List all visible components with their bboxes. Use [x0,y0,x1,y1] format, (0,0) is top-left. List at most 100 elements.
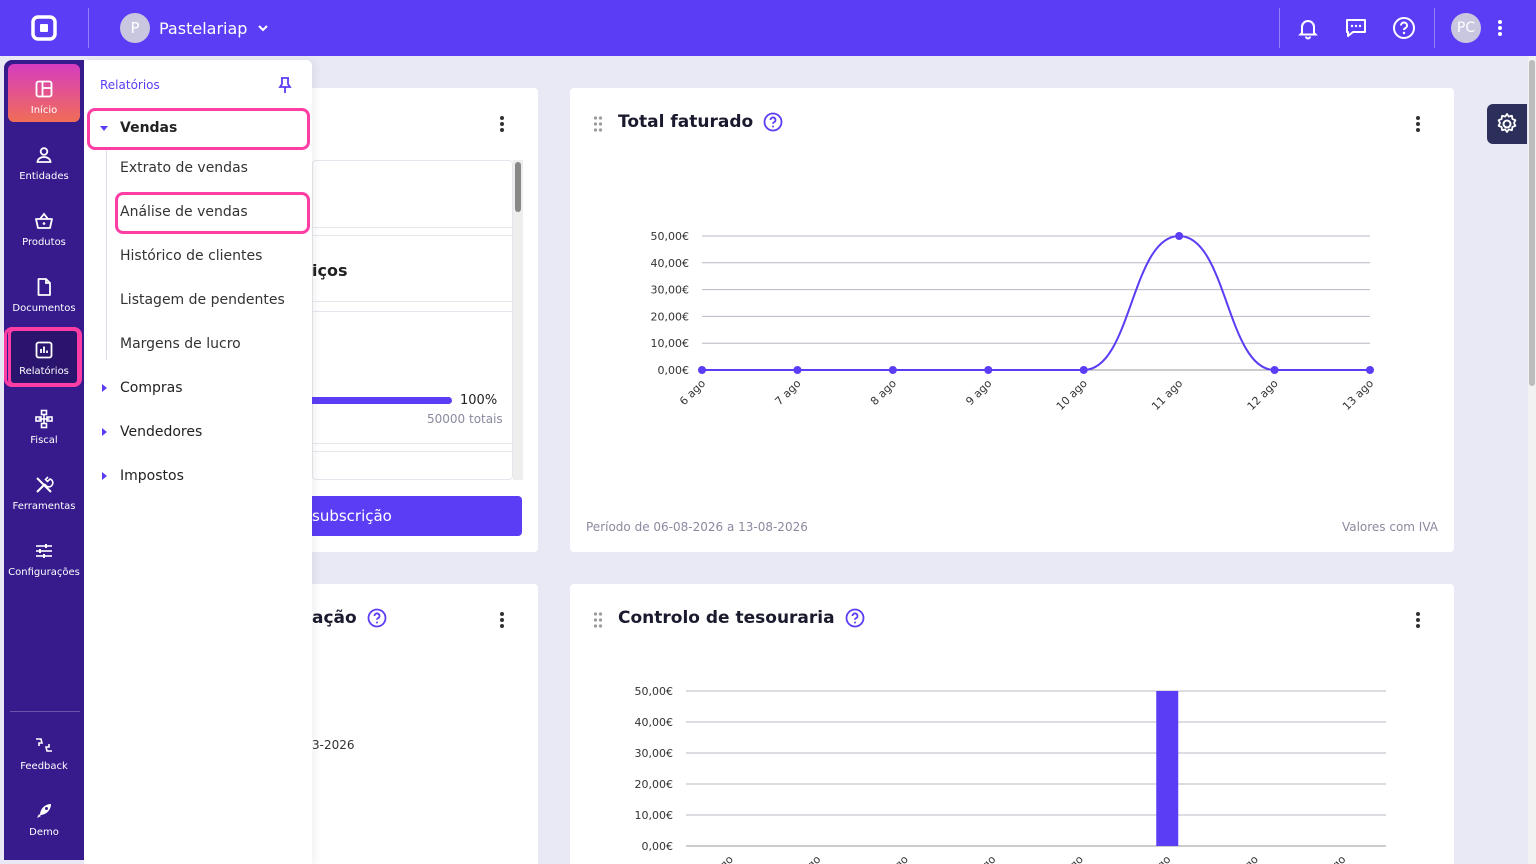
caret-down-icon [100,126,108,131]
menu-item-historico-de-clientes[interactable]: Histórico de clientes [120,244,262,268]
card-title-text: Total faturado [618,112,754,132]
customize-dashboard-button[interactable] [1487,104,1527,144]
x-tick-label: 13 ago [1312,853,1348,864]
highlight-box [87,108,310,150]
button-label: subscrição [312,507,392,525]
help-icon[interactable] [845,608,865,628]
company-name: Pastelariap [159,18,248,38]
top-bar: P Pastelariap PC [0,0,1536,56]
data-point [1366,366,1374,374]
nav-feedback[interactable]: Feedback [8,720,80,778]
bar [1156,691,1179,846]
help-icon[interactable] [763,112,783,132]
subscription-card [300,88,538,552]
company-selector[interactable]: P Pastelariap [120,13,270,43]
chat-icon[interactable] [1344,16,1368,40]
controlo-tesouraria-card: Controlo de tesouraria 50,00€ 40,00€ 30,00… [570,584,1454,864]
menu-item-label: Histórico de clientes [120,248,263,264]
more-vertical-icon[interactable] [1415,611,1421,629]
user-avatar[interactable]: PC [1451,13,1481,43]
data-point [1270,366,1279,374]
divider [1279,8,1280,48]
more-vertical-icon[interactable] [499,115,505,133]
period-text: 3-2026 [312,738,355,752]
caret-right-icon [102,428,107,436]
group-impostos[interactable]: Impostos [100,459,184,493]
y-tick-label: 20,00€ [635,778,674,791]
nav-entidades[interactable]: Entidades [8,130,80,188]
tools-icon [36,476,54,493]
more-vertical-icon[interactable] [1490,16,1510,40]
bar-chart: 50,00€ 40,00€ 30,00€ 20,00€ 10,00€ 0,00€ 6 ago… [635,685,1386,864]
menu-item-listagem-de-pendentes[interactable]: Listagem de pendentes [120,288,285,312]
data-point [1079,366,1088,374]
caret-right-icon [102,384,107,392]
group-label: Impostos [120,468,184,484]
highlight-box [4,327,82,387]
x-tick-label: 6 ago [677,377,708,408]
subscription-button[interactable]: subscrição [312,496,522,536]
dashboard-icon [35,80,53,98]
group-vendas[interactable]: Vendas [100,111,177,145]
bell-icon[interactable] [1296,16,1320,40]
data-point [698,366,706,374]
more-vertical-icon[interactable] [1415,115,1421,133]
x-tick-label: 12 ago [1225,853,1261,864]
group-compras[interactable]: Compras [100,371,183,405]
page-scrollbar[interactable] [1528,56,1536,864]
plans-list [312,160,513,480]
x-tick-label: 10 ago [1050,853,1086,864]
group-label: Vendedores [120,424,203,440]
progress-bar [312,397,452,404]
nav-documentos[interactable]: Documentos [8,262,80,320]
x-tick-label: 7 ago [772,377,803,408]
highlight-box [115,192,310,234]
app-logo-icon[interactable] [30,14,58,42]
divider [88,8,89,48]
nav-demo[interactable]: Demo [8,786,80,844]
drag-handle-icon[interactable] [593,116,603,132]
more-vertical-icon[interactable] [499,611,505,629]
scrollbar[interactable] [513,160,523,480]
menu-item-margens-de-lucro[interactable]: Margens de lucro [120,332,241,356]
total-faturado-card: Total faturado 50,00€ 40,00€ 30,00€ 20,00€ 1… [570,88,1454,552]
vat-note: Valores com IVA [1341,520,1438,534]
nav-produtos[interactable]: Produtos [8,196,80,254]
x-tick-label: 6 ago [705,853,736,864]
flyout-title: Relatórios [100,78,160,92]
nav-configuracoes[interactable]: Configurações [8,526,80,584]
card-title: Total faturado [618,112,783,132]
menu-item-analise-de-vendas[interactable]: Análise de vendas [120,200,248,224]
group-vendedores[interactable]: Vendedores [100,415,202,449]
nav-inicio[interactable]: Início [8,64,80,122]
menu-item-extrato-de-vendas[interactable]: Extrato de vendas [120,156,248,180]
sliders-icon [36,544,52,558]
plan-heading: iços [312,261,348,280]
x-tick-label: 12 ago [1245,377,1281,413]
nav-label: Demo [29,827,59,838]
tree-line [106,150,107,360]
group-label: Vendas [120,120,178,136]
card-title-text: Controlo de tesouraria [618,608,835,628]
line-chart: 50,00€ 40,00€ 30,00€ 20,00€ 10,00€ 0,00€6 ago… [651,230,1377,413]
drag-handle-icon[interactable] [593,612,603,628]
nav-ferramentas[interactable]: Ferramentas [8,460,80,518]
pin-icon[interactable] [276,76,294,94]
x-tick-label: 8 ago [868,377,899,408]
progress-percent: 100% [460,393,498,408]
x-tick-label: 11 ago [1149,377,1185,413]
y-tick-label: 0,00€ [658,364,690,377]
gear-icon [1497,113,1517,133]
y-tick-label: 20,00€ [651,310,690,323]
divider [1434,8,1435,48]
help-icon[interactable] [1392,16,1416,40]
menu-item-label: Margens de lucro [120,336,241,352]
nav-fiscal[interactable]: Fiscal [8,394,80,452]
report-chart-icon [35,341,53,359]
x-tick-label: 7 ago [792,853,823,864]
y-tick-label: 40,00€ [635,716,674,729]
help-icon[interactable] [367,608,387,628]
x-tick-label: 11 ago [1137,853,1173,864]
y-tick-label: 30,00€ [651,284,690,297]
x-tick-label: 9 ago [967,853,998,864]
